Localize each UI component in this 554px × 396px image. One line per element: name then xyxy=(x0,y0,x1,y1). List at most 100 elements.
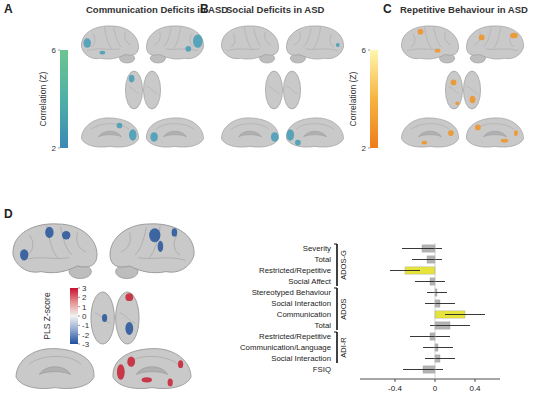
colorbar-tick xyxy=(78,297,80,298)
activation-blob xyxy=(475,125,481,131)
corpus-callosum xyxy=(484,131,507,137)
activation-blob xyxy=(150,132,158,142)
x-tick-label: 0 xyxy=(433,384,438,393)
colorbar-tick-label: 3 xyxy=(82,284,87,293)
activation-blob xyxy=(455,101,459,105)
hemisphere xyxy=(143,71,160,109)
activation-blob xyxy=(129,129,137,140)
error-bar xyxy=(430,325,470,326)
group-label: ADOS xyxy=(339,298,348,319)
sulcus xyxy=(265,32,271,45)
sulcus xyxy=(493,27,501,49)
panel-title: Repetitive Behaviour in ASD xyxy=(400,4,528,15)
sulcus xyxy=(434,28,442,47)
sulcus xyxy=(95,313,111,323)
activation-blob xyxy=(501,139,509,143)
category-label: Stereotyped Behaviour xyxy=(252,288,332,297)
cortex xyxy=(467,26,524,59)
brain-medial xyxy=(466,118,523,147)
activation-blob xyxy=(125,293,133,301)
brain-lateral xyxy=(287,26,344,63)
zero-line xyxy=(435,243,436,379)
cortex xyxy=(221,26,278,59)
group-bracket xyxy=(334,332,337,333)
error-bar xyxy=(425,303,455,304)
colorbar-tick xyxy=(78,288,80,289)
activation-blob xyxy=(117,364,125,380)
cortex xyxy=(81,26,138,59)
colorbar-label: Correlation (Z) xyxy=(38,71,48,126)
activation-blob xyxy=(117,123,123,129)
cortex xyxy=(401,26,458,59)
group-bracket xyxy=(336,244,338,286)
activation-blob xyxy=(100,51,106,55)
activation-blob xyxy=(185,46,191,52)
group-bracket xyxy=(336,332,338,363)
sulcus xyxy=(424,27,432,49)
colorbar-tick xyxy=(368,50,370,51)
activation-blob xyxy=(479,35,485,41)
panel-letter: D xyxy=(4,207,13,221)
panel-letter: A xyxy=(4,2,13,16)
sulcus xyxy=(411,34,415,47)
panel-letter: B xyxy=(200,2,209,16)
activation-blob xyxy=(45,227,53,238)
sulcus xyxy=(121,232,130,252)
activation-blob xyxy=(271,132,279,142)
sulcus xyxy=(87,49,119,51)
error-bar xyxy=(415,281,445,282)
sulcus xyxy=(304,28,312,47)
hemisphere xyxy=(125,71,142,109)
error-bar xyxy=(412,259,442,260)
category-label: Social Interaction xyxy=(271,354,331,363)
colorbar-label: Correlation (Z) xyxy=(348,71,358,126)
corpus-callosum xyxy=(419,131,442,137)
sulcus xyxy=(166,49,198,51)
category-label: FSIQ xyxy=(313,365,331,374)
colorbar-tick xyxy=(78,344,80,345)
sulcus xyxy=(227,49,259,51)
colorbar-tick-label: 2 xyxy=(362,144,367,153)
error-bar xyxy=(445,314,485,315)
error-bar xyxy=(403,369,443,370)
sulcus xyxy=(91,124,129,130)
colorbar-tick-label: -3 xyxy=(82,340,90,349)
activation-blob xyxy=(102,314,107,322)
activation-blob xyxy=(193,35,203,48)
brain-medial xyxy=(402,118,459,147)
sulcus xyxy=(294,32,300,45)
activation-blob xyxy=(510,33,518,39)
colorbar-tick-label: -2 xyxy=(82,331,90,340)
group-label: ADI-R xyxy=(339,337,348,358)
brain-set xyxy=(401,26,523,147)
activation-blob xyxy=(142,377,152,382)
cortex xyxy=(113,349,191,389)
sulcus xyxy=(77,232,86,252)
group-bracket xyxy=(336,288,338,330)
sulcus xyxy=(484,28,492,47)
sulcus xyxy=(154,32,160,45)
brain-top xyxy=(125,71,160,109)
activation-blob xyxy=(418,29,424,35)
activation-blob xyxy=(83,38,91,48)
panel-title: Social Deficits in ASD xyxy=(226,4,325,15)
colorbar-tick-label: 0 xyxy=(82,312,87,321)
sulcus xyxy=(313,27,321,49)
colorbar-tick xyxy=(58,148,60,149)
sulcus xyxy=(146,86,157,94)
colorbar xyxy=(70,288,78,344)
sulcus xyxy=(231,34,235,47)
corpus-callosum xyxy=(99,131,122,137)
activation-blob xyxy=(421,141,427,145)
category-label: Restricted/Repetitive xyxy=(259,332,331,341)
activation-blob xyxy=(125,322,133,335)
sulcus xyxy=(231,124,269,130)
brain-lateral xyxy=(13,224,97,279)
cortex xyxy=(146,118,203,147)
brain-set xyxy=(221,26,343,147)
sulcus xyxy=(104,27,112,49)
brain-top xyxy=(91,292,139,344)
activation-blob xyxy=(295,140,301,146)
corpus-callosum xyxy=(136,367,167,375)
corpus-callosum xyxy=(239,131,262,137)
